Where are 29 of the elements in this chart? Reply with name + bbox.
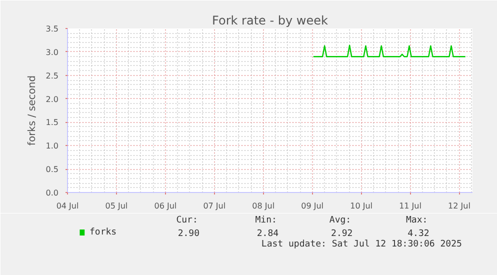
y-axis-title: forks / second [26, 75, 38, 146]
y-tick-label: 3.0 [46, 48, 59, 57]
text: 2.90 [178, 229, 200, 239]
text: Last update: Sat Jul 12 18:30:06 2025 [261, 240, 462, 250]
y-tick-label: 1.0 [46, 142, 59, 151]
text: 2.92 [331, 229, 353, 239]
x-tick-label: 12 Jul [448, 202, 470, 210]
text: Max: [406, 216, 428, 226]
text: 2.84 [256, 229, 279, 239]
chart-title: Fork rate - by week [212, 14, 328, 28]
x-tick-label: 09 Jul [301, 202, 324, 210]
x-tick-label: 05 Jul [105, 202, 128, 210]
x-tick-label: 07 Jul [203, 202, 226, 210]
text: Avg: [329, 216, 352, 226]
y-tick-label: 1.5 [46, 118, 59, 128]
y-tick-label: 2.0 [46, 94, 59, 104]
x-tick-label: 06 Jul [154, 202, 177, 210]
text: 4.32 [408, 229, 430, 239]
y-tick-label: 2.5 [46, 71, 59, 80]
y-tick-label: 0.5 [46, 165, 59, 174]
text: Cur: [176, 216, 198, 226]
legend-label: forks [90, 228, 117, 238]
y-tick-label: 3.5 [46, 24, 59, 34]
x-tick-label: 08 Jul [252, 202, 275, 210]
x-tick-label: 11 Jul [399, 202, 422, 210]
x-tick-label: 04 Jul [56, 202, 79, 210]
text: Min: [255, 216, 277, 226]
x-tick-label: 10 Jul [350, 202, 372, 210]
y-tick-label: 0.0 [46, 188, 59, 198]
